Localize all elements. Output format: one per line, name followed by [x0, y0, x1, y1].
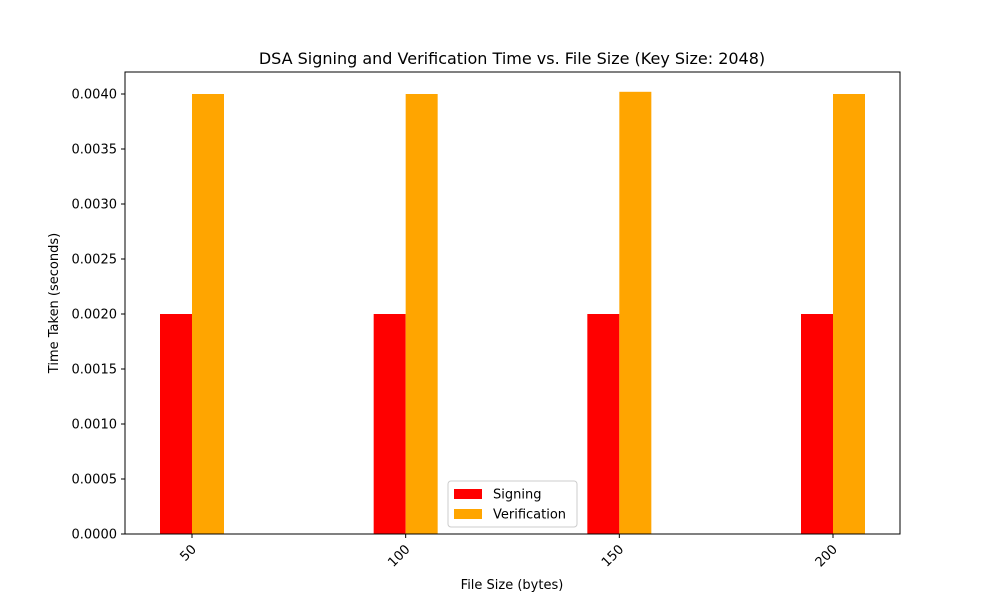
- y-axis: 0.0000 0.0005 0.0010 0.0015 0.0020 0.0025 0.00…: [72, 88, 125, 543]
- bar-signing-50: [160, 314, 192, 534]
- y-tick-label: 0.0035: [72, 143, 118, 158]
- y-axis-label: Time Taken (seconds): [47, 233, 62, 374]
- bar-verification-100: [405, 94, 438, 534]
- plot-frame: [124, 71, 901, 535]
- y-tick-label: 0.0005: [72, 473, 118, 488]
- chart-title: DSA Signing and Verification Time vs. Fi…: [259, 49, 765, 68]
- bar-verification-50: [192, 94, 224, 534]
- legend-swatch-signing: [454, 489, 482, 499]
- bar-verification-150: [619, 91, 652, 535]
- y-tick-label: 0.0040: [72, 88, 118, 103]
- bar-signing-200: [801, 314, 833, 534]
- legend: Signing Verification: [447, 480, 578, 528]
- bars-group: [160, 91, 865, 535]
- y-tick-label: 0.0030: [72, 198, 118, 213]
- y-tick-label: 0.0020: [72, 308, 118, 323]
- x-axis-label: File Size (bytes): [461, 578, 564, 593]
- bar-verification-200: [833, 94, 865, 534]
- y-tick-label: 0.0000: [72, 528, 118, 543]
- y-tick-label: 0.0015: [72, 363, 118, 378]
- legend-label-verification: Verification: [493, 508, 566, 523]
- bar-signing-150: [587, 314, 620, 534]
- bar-signing-100: [373, 314, 406, 534]
- y-tick-label: 0.0025: [72, 253, 118, 268]
- y-tick-label: 0.0010: [72, 418, 118, 433]
- legend-swatch-verification: [454, 509, 482, 519]
- legend-label-signing: Signing: [493, 488, 541, 503]
